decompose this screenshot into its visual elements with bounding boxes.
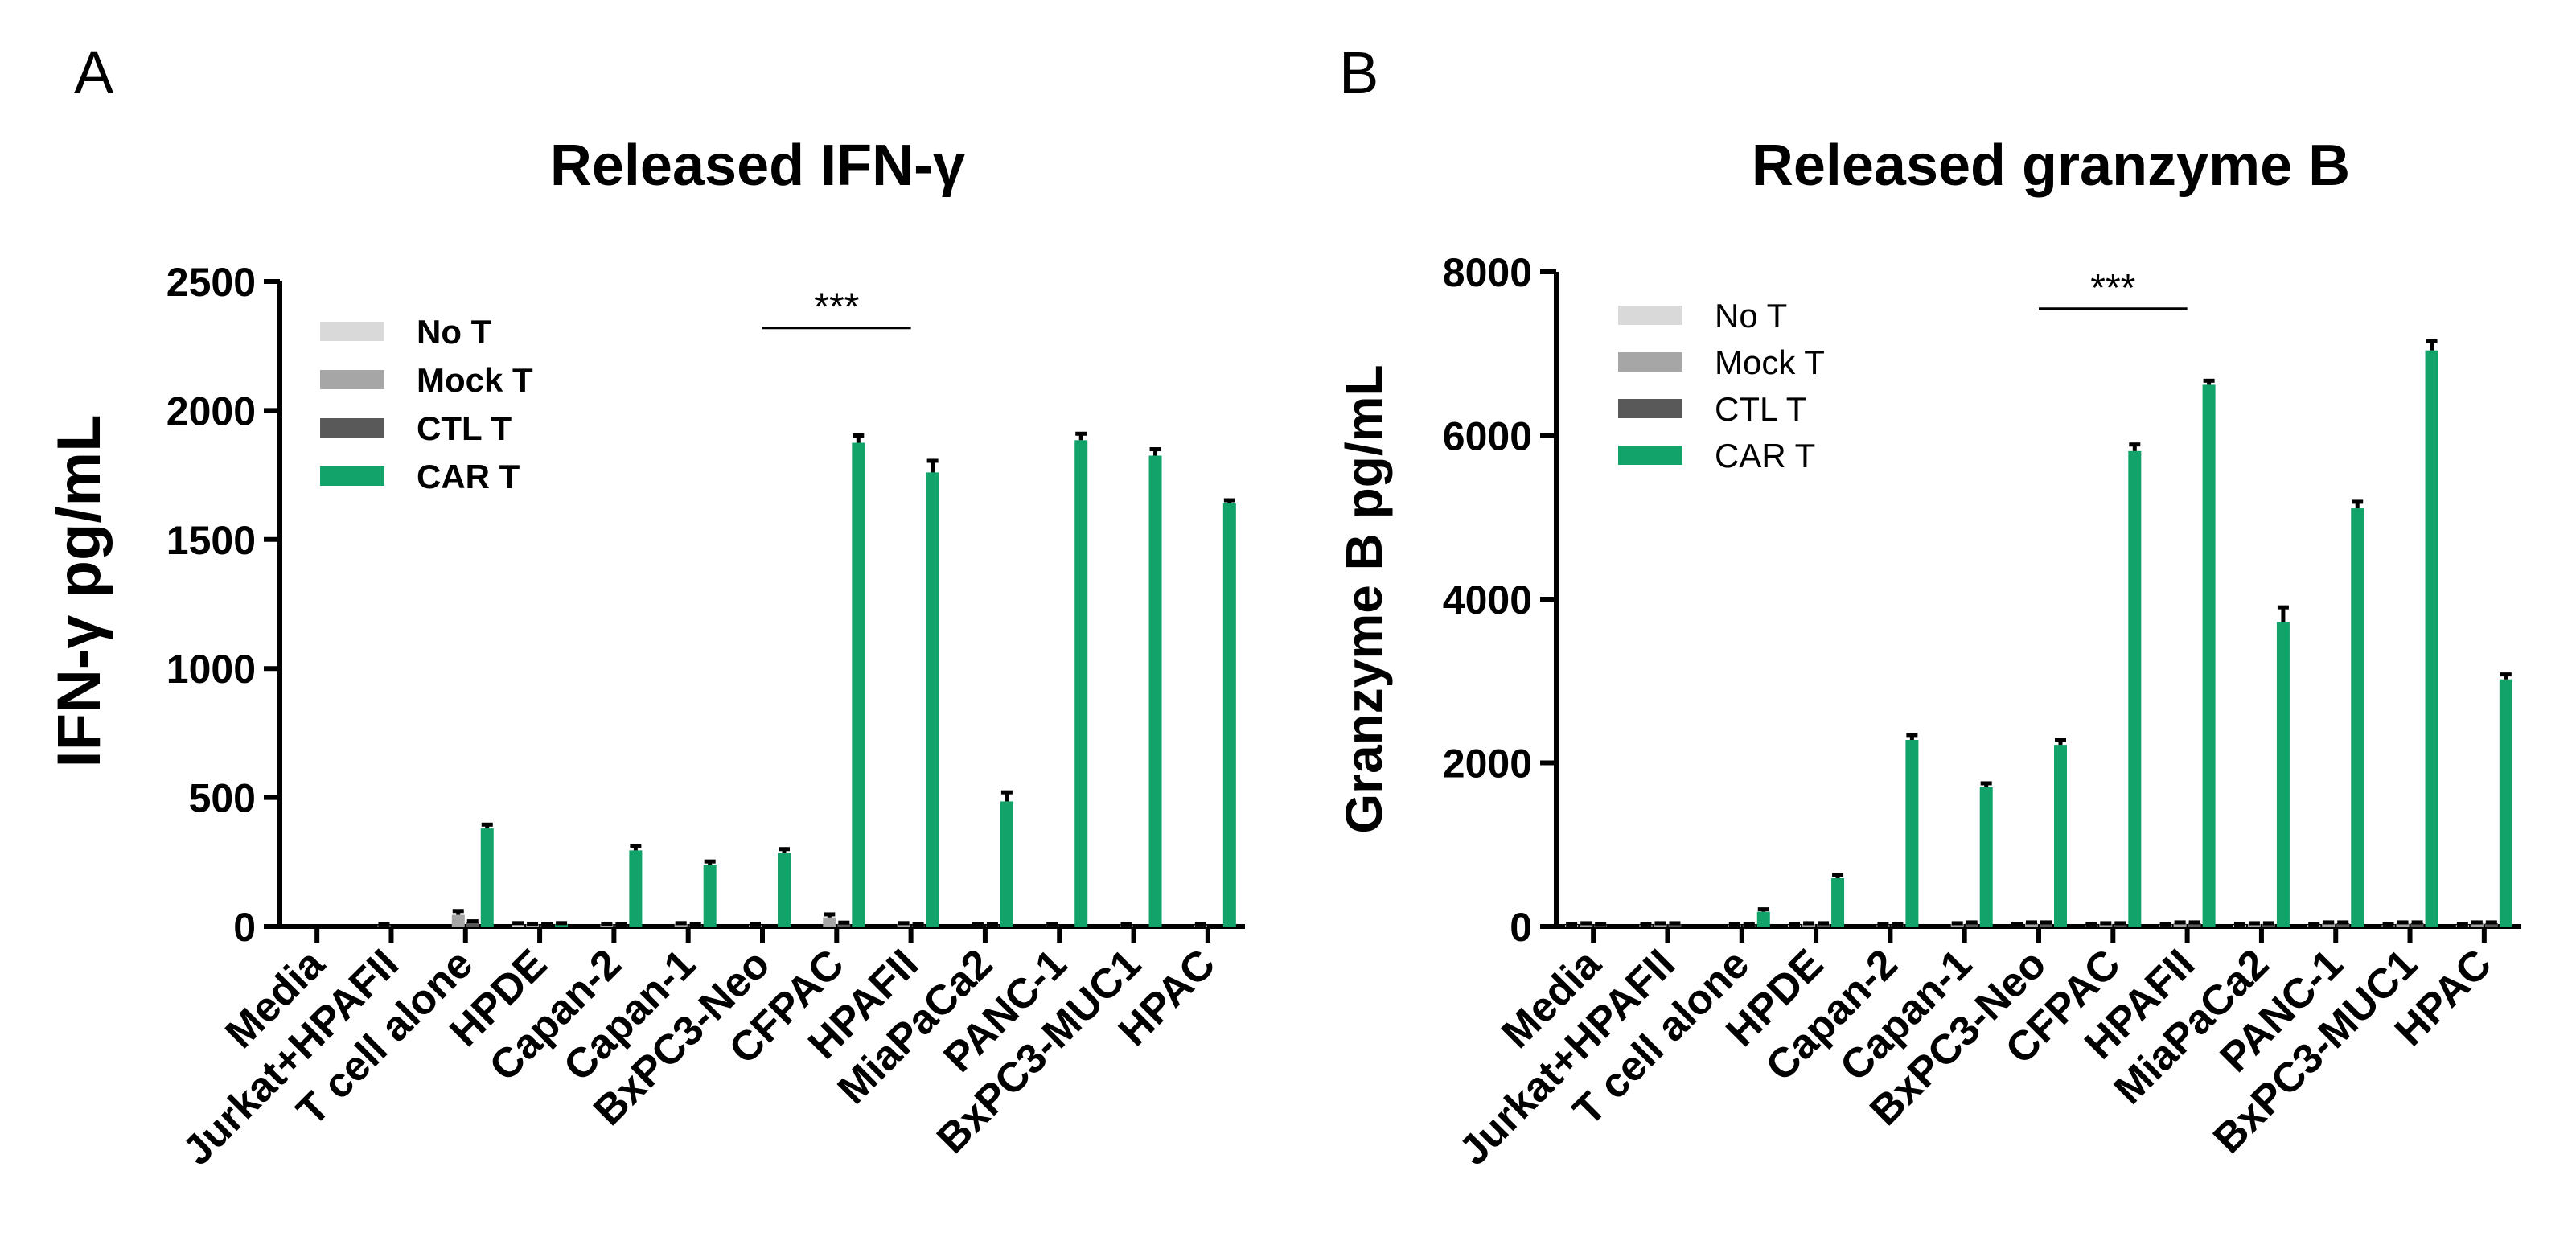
legend-label: No T (1715, 297, 1787, 335)
bar (1756, 911, 1770, 927)
legend-swatch (1618, 446, 1682, 465)
bar (1654, 923, 1667, 927)
bar (1668, 923, 1682, 927)
y-tick-label: 2000 (1443, 742, 1532, 787)
bar (2351, 508, 2364, 927)
bar (2410, 922, 2424, 927)
bar (1905, 740, 1919, 927)
chart-title: Released granzyme B (1752, 134, 2350, 198)
significance-stars: *** (2090, 267, 2135, 310)
y-tick-label: 2000 (166, 388, 256, 433)
bar (778, 853, 791, 927)
y-tick-label: 0 (1510, 905, 1532, 950)
bar (2114, 923, 2127, 927)
bar (823, 917, 836, 927)
legend: No T Mock T CTL T CAR T (320, 313, 533, 495)
bar (1148, 455, 1162, 927)
legend-label: No T (417, 313, 492, 351)
legend-label: CTL T (417, 409, 512, 447)
legend: No T Mock T CTL T CAR T (1618, 297, 1825, 475)
legend-swatch (1618, 399, 1682, 418)
bar (1979, 787, 1993, 927)
bar (451, 914, 465, 927)
y-tick-label: 0 (233, 905, 256, 950)
bar (2425, 350, 2438, 927)
y-axis-label: Granzyme B pg/mL (1335, 364, 1393, 833)
bar (852, 442, 865, 927)
bar (2262, 923, 2275, 927)
bar (837, 923, 851, 927)
y-tick-label: 6000 (1443, 414, 1532, 459)
y-tick-label: 4000 (1443, 577, 1532, 622)
bar (2099, 923, 2113, 927)
bar (2025, 922, 2038, 927)
bar (2276, 622, 2290, 927)
bar (2470, 922, 2484, 927)
y-tick-label: 2500 (166, 260, 256, 305)
bar (1950, 923, 1964, 927)
bar (1831, 877, 1845, 927)
bar (1222, 503, 1236, 927)
bar (2247, 923, 2261, 927)
bar (926, 472, 939, 927)
bar (2484, 922, 2498, 927)
bar (2054, 745, 2067, 927)
legend-label: Mock T (417, 361, 533, 399)
bar (555, 923, 569, 927)
bar (897, 923, 910, 927)
chart-title: Released IFN-γ (550, 134, 965, 198)
panel-label: A (74, 39, 114, 106)
legend-swatch (320, 370, 384, 389)
legend-label: Mock T (1715, 343, 1825, 381)
bar (1580, 923, 1593, 927)
significance-stars: *** (814, 286, 859, 329)
bar (2040, 922, 2052, 927)
bar (2499, 679, 2512, 927)
y-tick-label: 1500 (166, 518, 256, 563)
bar (2173, 922, 2187, 927)
bar (703, 865, 717, 927)
bar (2188, 922, 2201, 927)
panel-b: B Released granzyme B Granzyme B pg/mL 0… (1335, 39, 2521, 1174)
bar-group (1565, 339, 2512, 927)
bar (512, 923, 525, 927)
bar (1000, 801, 1013, 927)
bar (2202, 384, 2216, 927)
legend-swatch (320, 418, 384, 438)
legend-swatch (1618, 306, 1682, 325)
bar (2128, 450, 2142, 927)
bar (629, 850, 643, 927)
legend-label: CAR T (417, 458, 520, 495)
bar (2396, 922, 2410, 927)
bar (480, 828, 494, 927)
bar (674, 923, 688, 927)
bar-group (377, 431, 1236, 927)
y-axis-label: IFN-γ pg/mL (45, 414, 113, 767)
bar (1802, 923, 1816, 927)
bar (2322, 922, 2336, 927)
legend-label: CTL T (1715, 390, 1806, 428)
bar (1074, 440, 1088, 927)
bar (466, 922, 479, 927)
bar (1817, 923, 1830, 927)
bar (1965, 922, 1978, 927)
y-tick-label: 1000 (166, 647, 256, 692)
legend-swatch (320, 322, 384, 341)
legend-swatch (320, 466, 384, 486)
panel-a: A Released IFN-γ IFN-γ pg/mL 0 500 1000 150… (45, 39, 1245, 1174)
significance-annotation: *** (2039, 267, 2188, 310)
y-tick-label: 500 (189, 776, 256, 821)
y-tick-label: 8000 (1443, 250, 1532, 295)
legend-label: CAR T (1715, 437, 1815, 475)
legend-swatch (1618, 352, 1682, 372)
bar (2336, 922, 2350, 927)
panel-label: B (1339, 39, 1378, 106)
significance-annotation: *** (762, 286, 911, 330)
